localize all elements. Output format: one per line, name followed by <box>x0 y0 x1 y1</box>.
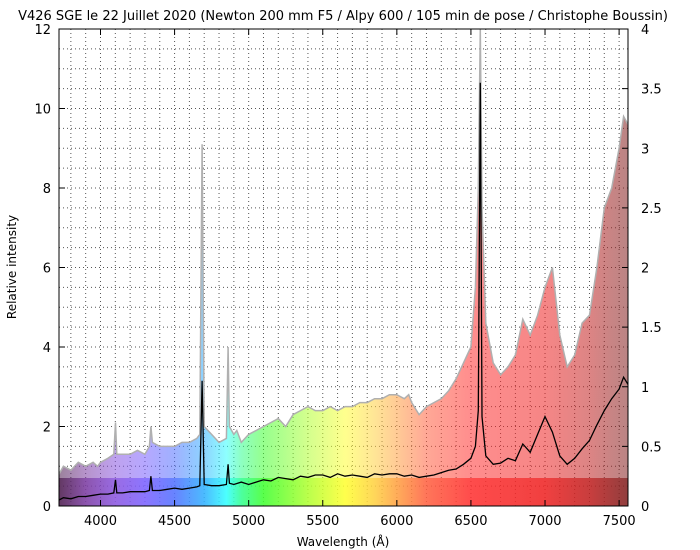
spectrum-line <box>59 82 628 501</box>
spectrum-base-band <box>59 478 628 506</box>
x-tick-label: 6500 <box>454 514 487 529</box>
y2-tick-label: 1.5 <box>641 321 662 336</box>
x-axis-title: Wavelength (Å) <box>297 534 390 549</box>
x-tick-label: 5500 <box>306 514 339 529</box>
spectrum-area-edge <box>59 29 628 475</box>
spectrum-area-fill <box>59 29 628 506</box>
y-axis-title: Relative intensity <box>5 215 19 319</box>
y2-tick-label: 4 <box>641 23 649 38</box>
x-tick-label: 7500 <box>603 514 636 529</box>
y-tick-label: 12 <box>34 23 51 38</box>
y2-axis-ticks: 0 0.5 1 1.5 2 2.5 3 3.5 4 <box>622 23 662 515</box>
y-tick-label: 6 <box>43 262 51 277</box>
spectrum-area <box>59 29 628 506</box>
y-tick-label: 8 <box>43 182 51 197</box>
y2-tick-label: 3.5 <box>641 83 662 98</box>
y-tick-label: 0 <box>43 500 51 515</box>
y2-tick-label: 2.5 <box>641 202 662 217</box>
y-axis-ticks: 0 2 4 6 8 10 12 <box>34 23 65 515</box>
y2-tick-label: 0.5 <box>641 440 662 455</box>
x-tick-label: 4000 <box>84 514 117 529</box>
y2-tick-label: 2 <box>641 262 649 277</box>
x-tick-label: 4500 <box>158 514 191 529</box>
chart-title: V426 SGE le 22 Juillet 2020 (Newton 200 … <box>18 9 668 24</box>
x-tick-label: 5000 <box>232 514 265 529</box>
y-tick-label: 2 <box>43 421 51 436</box>
x-tick-label: 7000 <box>528 514 561 529</box>
y-tick-label: 4 <box>43 341 51 356</box>
x-axis-ticks: 4000 4500 5000 5500 6000 6500 7000 7500 <box>84 29 636 529</box>
x-tick-label: 6000 <box>380 514 413 529</box>
y-tick-label: 10 <box>34 103 51 118</box>
y2-tick-label: 1 <box>641 381 649 396</box>
y2-tick-label: 3 <box>641 142 649 157</box>
spectrum-line-path <box>59 82 628 501</box>
y2-tick-label: 0 <box>641 500 649 515</box>
